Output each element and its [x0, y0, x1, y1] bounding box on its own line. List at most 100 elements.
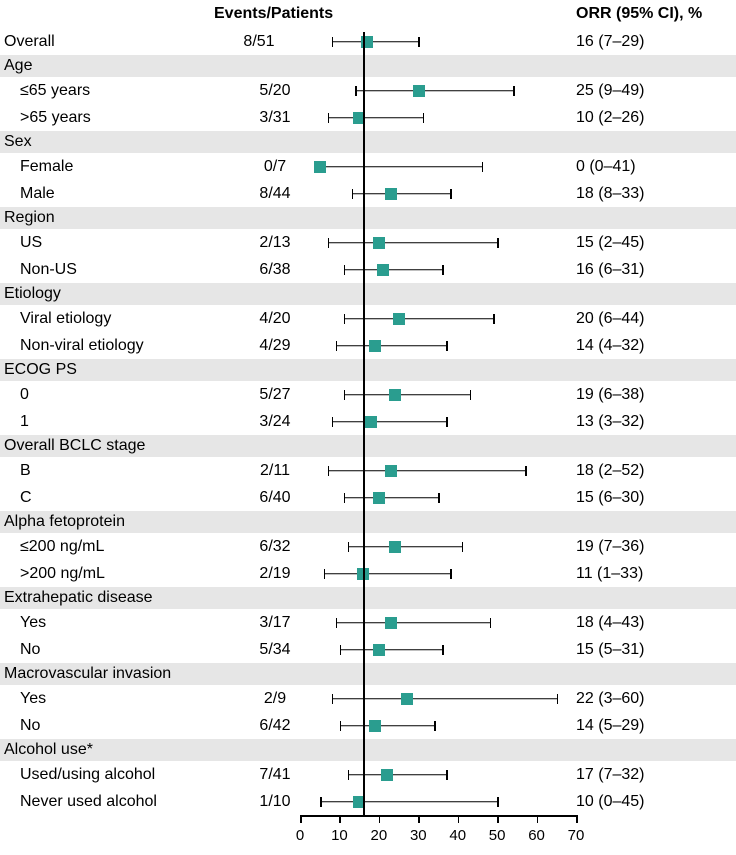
axis-tick: [576, 815, 578, 823]
reference-line: [363, 32, 365, 817]
row-plot: [320, 180, 566, 207]
row-events: 5/34: [230, 641, 320, 659]
data-row: Non-viral etiology4/2914 (4–32): [0, 332, 736, 359]
row-plot: [320, 381, 566, 408]
row-events: 4/20: [230, 310, 320, 328]
header-row: Events/Patients ORR (95% CI), %: [0, 0, 736, 28]
ci-cap-high: [525, 466, 527, 476]
ci-line: [320, 166, 482, 168]
row-events: 6/38: [230, 261, 320, 279]
ci-line: [332, 698, 557, 700]
row-events: 2/13: [230, 234, 320, 252]
data-row: 05/2719 (6–38): [0, 381, 736, 408]
row-label: Yes: [0, 690, 230, 708]
row-events: 5/20: [230, 82, 320, 100]
ci-line: [352, 193, 451, 195]
axis-area: 010203040506070: [0, 815, 736, 855]
point-marker: [377, 264, 389, 276]
data-row: Never used alcohol1/1010 (0–45): [0, 788, 736, 815]
row-orr: 10 (2–26): [566, 109, 736, 127]
group-row: Macrovascular invasion: [0, 663, 736, 685]
ci-cap-high: [462, 542, 464, 552]
ci-cap-low: [340, 721, 342, 731]
row-plot: [320, 457, 566, 484]
ci-line: [336, 622, 490, 624]
row-label: Yes: [0, 614, 230, 632]
data-row: B2/1118 (2–52): [0, 457, 736, 484]
row-orr: 17 (7–32): [566, 766, 736, 784]
ci-cap-low: [320, 797, 322, 807]
axis-tick: [497, 815, 499, 823]
row-orr: 18 (2–52): [566, 462, 736, 480]
data-row: Female0/70 (0–41): [0, 153, 736, 180]
group-label: Alpha fetoprotein: [0, 513, 736, 531]
ci-cap-high: [513, 86, 515, 96]
row-orr: 18 (4–43): [566, 614, 736, 632]
row-label: US: [0, 234, 230, 252]
group-label: ECOG PS: [0, 361, 736, 379]
ci-line: [344, 497, 439, 499]
row-orr: 19 (6–38): [566, 386, 736, 404]
row-orr: 19 (7–36): [566, 538, 736, 556]
data-row: Male8/4418 (8–33): [0, 180, 736, 207]
data-row: US2/1315 (2–45): [0, 229, 736, 256]
ci-cap-low: [344, 265, 346, 275]
row-events: 3/24: [230, 413, 320, 431]
data-row: Non-US6/3816 (6–31): [0, 256, 736, 283]
row-plot: [320, 533, 566, 560]
ci-cap-low: [355, 86, 357, 96]
point-marker: [369, 340, 381, 352]
data-row: No5/3415 (5–31): [0, 636, 736, 663]
data-row: ≤200 ng/mL6/3219 (7–36): [0, 533, 736, 560]
axis-tick: [458, 815, 460, 823]
ci-cap-high: [446, 417, 448, 427]
point-marker: [314, 161, 326, 173]
row-label: >200 ng/mL: [0, 565, 230, 583]
group-row: Region: [0, 207, 736, 229]
group-row: ECOG PS: [0, 359, 736, 381]
row-orr: 13 (3–32): [566, 413, 736, 431]
data-row: No6/4214 (5–29): [0, 712, 736, 739]
ci-cap-high: [434, 721, 436, 731]
ci-cap-high: [446, 341, 448, 351]
ci-cap-high: [557, 694, 559, 704]
row-plot: [320, 153, 566, 180]
row-label: Used/using alcohol: [0, 766, 230, 784]
row-orr: 22 (3–60): [566, 690, 736, 708]
row-orr: 16 (7–29): [566, 33, 736, 51]
row-events: 2/19: [230, 565, 320, 583]
data-row: 13/2413 (3–32): [0, 408, 736, 435]
ci-cap-low: [344, 314, 346, 324]
axis-tick: [379, 815, 381, 823]
header-events: Events/Patients: [214, 5, 304, 23]
row-plot: [320, 104, 566, 131]
row-label: Overall: [0, 33, 214, 51]
group-label: Etiology: [0, 285, 736, 303]
row-plot: [320, 229, 566, 256]
ci-cap-high: [442, 265, 444, 275]
axis-spacer-right: [576, 815, 736, 855]
ci-cap-high: [450, 189, 452, 199]
row-label: B: [0, 462, 230, 480]
data-row: Yes3/1718 (4–43): [0, 609, 736, 636]
axis-tick: [339, 815, 341, 823]
row-orr: 0 (0–41): [566, 158, 736, 176]
row-plot: [320, 484, 566, 511]
ci-line: [348, 546, 462, 548]
group-label: Macrovascular invasion: [0, 665, 736, 683]
group-row: Age: [0, 55, 736, 77]
ci-cap-low: [344, 390, 346, 400]
row-events: 2/9: [230, 690, 320, 708]
row-orr: 16 (6–31): [566, 261, 736, 279]
ci-cap-high: [450, 569, 452, 579]
ci-line: [355, 90, 513, 92]
header-orr: ORR (95% CI), %: [576, 5, 736, 23]
row-plot: [320, 77, 566, 104]
row-label: Male: [0, 185, 230, 203]
axis-tick: [300, 815, 302, 823]
data-row: Used/using alcohol7/4117 (7–32): [0, 761, 736, 788]
axis-tick: [418, 815, 420, 823]
point-marker: [385, 465, 397, 477]
group-row: Sex: [0, 131, 736, 153]
row-orr: 15 (5–31): [566, 641, 736, 659]
